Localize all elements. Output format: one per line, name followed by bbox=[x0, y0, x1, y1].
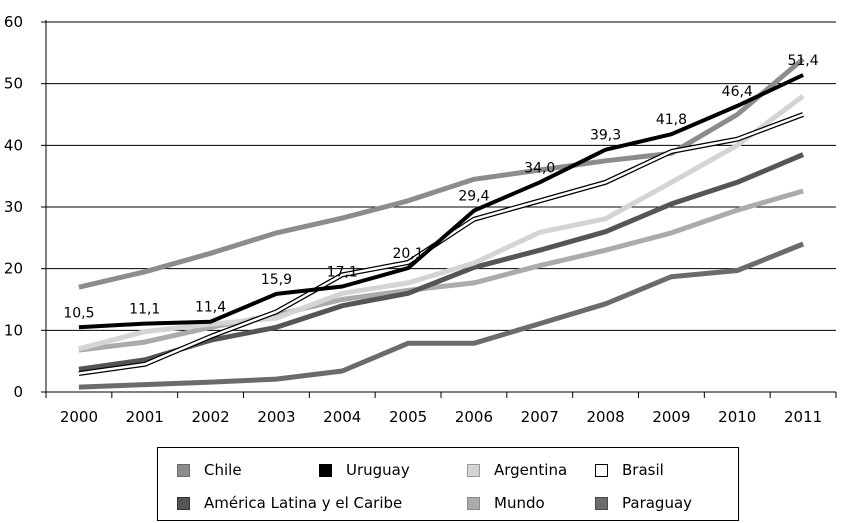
y-tick-label: 40 bbox=[4, 136, 23, 154]
chart-legend: Chile Uruguay Argentina Brasil América L… bbox=[157, 447, 739, 521]
y-tick-label: 10 bbox=[4, 321, 23, 339]
y-tick-label: 60 bbox=[4, 13, 23, 31]
legend-swatch-brasil bbox=[595, 463, 608, 477]
x-tick-label: 2010 bbox=[718, 408, 756, 426]
y-tick-label: 30 bbox=[4, 198, 23, 216]
x-tick-label: 2005 bbox=[389, 408, 427, 426]
legend-item-argentina: Argentina bbox=[467, 460, 567, 480]
x-tick-label: 2004 bbox=[323, 408, 361, 426]
legend-label-america-latina: América Latina y el Caribe bbox=[204, 494, 403, 512]
data-label-uruguay: 20,1 bbox=[392, 246, 423, 262]
x-tick-label: 2007 bbox=[521, 408, 559, 426]
legend-label-chile: Chile bbox=[204, 461, 242, 479]
series-line-paraguay bbox=[78, 241, 805, 390]
x-tick-label: 2009 bbox=[652, 408, 690, 426]
series-line-uruguay bbox=[78, 73, 804, 330]
data-label-uruguay: 46,4 bbox=[722, 84, 753, 100]
data-label-uruguay: 29,4 bbox=[458, 189, 489, 205]
legend-label-mundo: Mundo bbox=[494, 494, 545, 512]
legend-swatch-uruguay bbox=[319, 463, 332, 477]
legend-item-chile: Chile bbox=[177, 460, 242, 480]
legend-item-paraguay: Paraguay bbox=[595, 493, 692, 513]
legend-label-brasil: Brasil bbox=[622, 461, 664, 479]
data-label-uruguay: 11,1 bbox=[129, 302, 160, 318]
series-line-argentina bbox=[78, 93, 805, 352]
legend-item-uruguay: Uruguay bbox=[319, 460, 410, 480]
series-line-mundo bbox=[78, 188, 804, 353]
data-label-uruguay: 10,5 bbox=[63, 305, 94, 321]
legend-swatch-mundo bbox=[467, 496, 480, 510]
x-tick-label: 2000 bbox=[60, 408, 98, 426]
legend-item-america-latina: América Latina y el Caribe bbox=[177, 493, 402, 513]
legend-swatch-paraguay bbox=[595, 496, 608, 510]
data-label-uruguay: 17,1 bbox=[327, 265, 358, 281]
x-tick-label: 2001 bbox=[126, 408, 164, 426]
x-tick-label: 2011 bbox=[784, 408, 822, 426]
legend-swatch-america-latina bbox=[177, 496, 190, 510]
legend-label-paraguay: Paraguay bbox=[622, 494, 693, 512]
legend-item-brasil: Brasil bbox=[595, 460, 664, 480]
x-tick-label: 2002 bbox=[191, 408, 229, 426]
legend-item-mundo: Mundo bbox=[467, 493, 545, 513]
data-label-uruguay: 51,4 bbox=[787, 53, 818, 69]
series-line-chile bbox=[78, 57, 805, 290]
legend-label-argentina: Argentina bbox=[494, 461, 568, 479]
y-tick-label: 20 bbox=[4, 260, 23, 278]
data-label-uruguay: 11,4 bbox=[195, 300, 226, 316]
y-tick-label: 0 bbox=[13, 383, 23, 401]
data-label-uruguay: 39,3 bbox=[590, 128, 621, 144]
line-chart: 0 10 20 30 40 50 60 2000 2001 2002 2003 2004 2005 200… bbox=[4, 13, 837, 426]
data-label-uruguay: 41,8 bbox=[656, 112, 687, 128]
x-tick-label: 2003 bbox=[257, 408, 295, 426]
y-tick-label: 50 bbox=[4, 75, 23, 93]
x-tick-label: 2006 bbox=[455, 408, 493, 426]
legend-label-uruguay: Uruguay bbox=[346, 461, 410, 479]
data-label-uruguay: 34,0 bbox=[524, 160, 555, 176]
data-label-uruguay: 15,9 bbox=[261, 272, 292, 288]
legend-swatch-chile bbox=[177, 463, 190, 477]
x-tick-label: 2008 bbox=[586, 408, 624, 426]
legend-swatch-argentina bbox=[467, 463, 480, 477]
